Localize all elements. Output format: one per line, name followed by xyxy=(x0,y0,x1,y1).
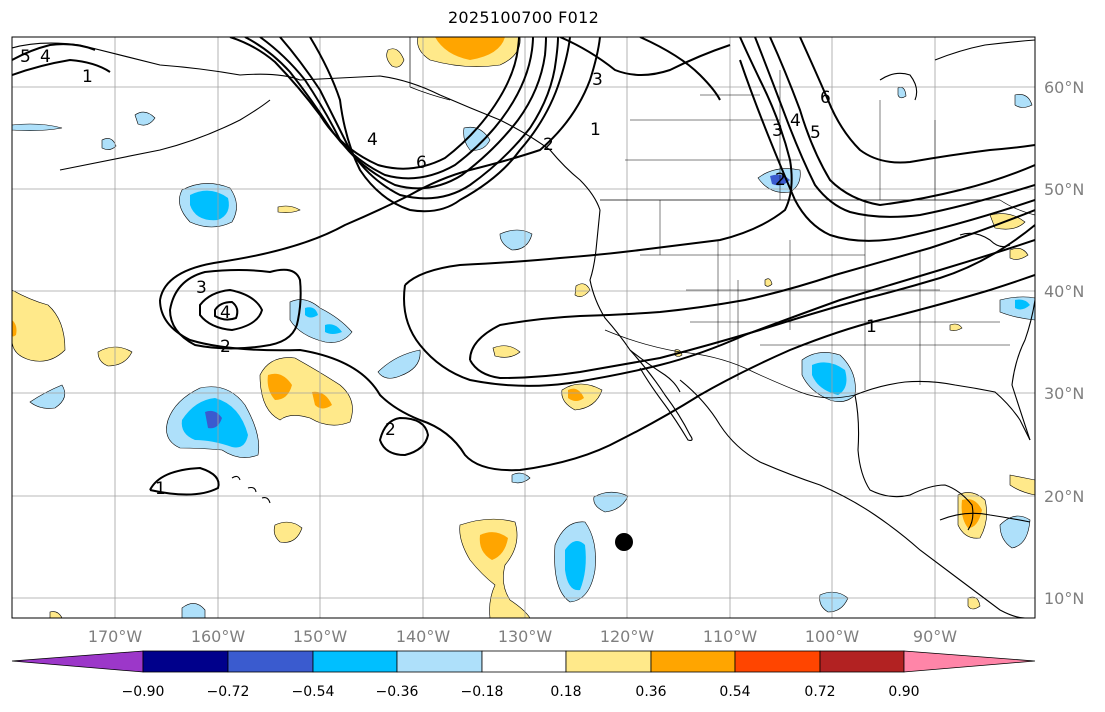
lon-label: 160°W xyxy=(191,627,246,646)
colorbar-tick-label: 0.36 xyxy=(635,684,666,700)
colorbar-tick-label: 0.72 xyxy=(804,684,835,700)
lon-label: 150°W xyxy=(293,627,348,646)
contour-label: 6 xyxy=(820,88,831,108)
colorbar-tick-label: −0.36 xyxy=(376,684,419,700)
colorbar-tick-label: 0.54 xyxy=(719,684,750,700)
colorbar-segment xyxy=(312,650,398,673)
contours xyxy=(12,37,1035,496)
contour-label: 2 xyxy=(385,420,396,440)
colorbar xyxy=(11,650,1036,673)
colorbar-tick-label: −0.18 xyxy=(461,684,504,700)
colorbar-segment xyxy=(227,650,314,673)
contour-label: 4 xyxy=(40,47,51,67)
lat-label: 50°N xyxy=(1044,180,1084,199)
lon-label: 170°W xyxy=(88,627,143,646)
lat-label: 30°N xyxy=(1044,384,1084,403)
colorbar-segment xyxy=(396,650,483,673)
colorbar-segment xyxy=(819,650,905,673)
colorbar-segment xyxy=(650,650,736,673)
colorbar-tick-label: 0.90 xyxy=(888,684,919,700)
map-frame xyxy=(11,36,1036,619)
contour-label: 2 xyxy=(543,135,554,155)
contour-label: 5 xyxy=(20,47,31,67)
longitude-labels: 170°W 160°W 150°W 140°W 130°W 120°W 110°… xyxy=(88,627,957,646)
colorbar-segment xyxy=(11,650,144,673)
colorbar-tick-label: −0.54 xyxy=(292,684,335,700)
lon-label: 140°W xyxy=(396,627,451,646)
lon-label: 100°W xyxy=(805,627,860,646)
contour-label: 4 xyxy=(220,303,231,323)
lat-label: 60°N xyxy=(1044,78,1084,97)
colorbar-segment xyxy=(734,650,821,673)
colorbar-segment xyxy=(565,650,652,673)
contour-label: 2 xyxy=(775,170,786,190)
contour-2-loop xyxy=(159,37,601,301)
lon-label: 130°W xyxy=(498,627,553,646)
contour-label: 3 xyxy=(772,121,783,141)
colorbar-segment xyxy=(142,650,229,673)
contour-labels: 3 4 2 2 1 4 6 1 3 2 3 4 5 6 2 1 5 4 1 xyxy=(20,47,877,499)
contour-label: 1 xyxy=(82,67,93,87)
contour-label: 4 xyxy=(790,111,801,131)
contour-label: 1 xyxy=(590,120,601,140)
contour-label: 1 xyxy=(155,479,166,499)
contour-label: 1 xyxy=(866,317,877,337)
lon-label: 90°W xyxy=(913,627,957,646)
colorbar-segment xyxy=(481,650,567,673)
contour-label: 4 xyxy=(367,130,378,150)
colorbar-tick-label: 0.18 xyxy=(550,684,581,700)
map-title: 2025100700 F012 xyxy=(447,8,600,27)
latitude-labels: 60°N 50°N 40°N 30°N 20°N 10°N xyxy=(1044,78,1084,608)
lon-label: 120°W xyxy=(600,627,655,646)
colorbar-tick-label: −0.90 xyxy=(122,684,165,700)
lat-label: 20°N xyxy=(1044,487,1084,506)
contour-label: 6 xyxy=(416,153,427,173)
graticule xyxy=(12,37,1035,618)
coastlines xyxy=(12,39,1035,618)
contour-label: 3 xyxy=(196,278,207,298)
lat-label: 10°N xyxy=(1044,589,1084,608)
contour-label: 2 xyxy=(220,337,231,357)
lon-label: 110°W xyxy=(703,627,758,646)
shaded-anomalies xyxy=(12,37,1035,618)
map-panel: 3 4 2 2 1 4 6 1 3 2 3 4 5 6 2 1 5 4 1 xyxy=(12,37,1035,618)
contour-1-north xyxy=(149,466,220,496)
colorbar-tick-label: −0.72 xyxy=(207,684,250,700)
contour-label: 3 xyxy=(592,70,603,90)
colorbar-ticks: −0.90 −0.72 −0.54 −0.36 −0.18 0.18 0.36 … xyxy=(122,684,920,700)
storm-center-marker xyxy=(615,533,633,551)
contour-label: 5 xyxy=(810,123,821,143)
lat-label: 40°N xyxy=(1044,282,1084,301)
colorbar-segment xyxy=(903,650,1036,673)
